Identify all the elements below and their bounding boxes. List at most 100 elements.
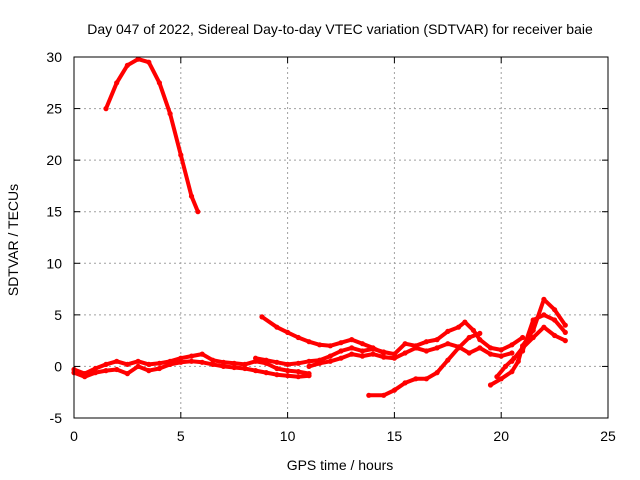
data-point xyxy=(306,358,312,364)
data-point xyxy=(541,312,547,318)
x-tick-label: 15 xyxy=(387,428,403,444)
data-point xyxy=(156,365,162,372)
data-point xyxy=(135,358,141,364)
data-point xyxy=(487,351,494,357)
x-tick-label: 0 xyxy=(70,428,78,444)
data-point xyxy=(103,368,109,374)
data-point xyxy=(210,361,216,367)
data-point xyxy=(306,373,312,379)
data-point xyxy=(391,387,397,393)
data-point xyxy=(124,361,130,367)
data-point xyxy=(263,370,269,376)
data-point xyxy=(423,339,429,345)
data-point xyxy=(285,361,291,367)
y-tick-label: -5 xyxy=(50,410,63,426)
data-point xyxy=(242,361,248,367)
data-point xyxy=(434,345,440,351)
data-point xyxy=(349,345,355,351)
data-point xyxy=(274,365,280,372)
data-point xyxy=(562,329,568,335)
data-point xyxy=(103,106,109,112)
x-tick-label: 5 xyxy=(177,428,185,444)
data-point xyxy=(306,363,312,369)
data-point xyxy=(274,372,280,378)
data-point xyxy=(498,347,504,353)
data-point xyxy=(552,332,558,339)
data-point xyxy=(220,359,227,365)
data-point xyxy=(562,338,568,344)
data-point xyxy=(455,345,462,351)
data-point xyxy=(477,330,483,336)
data-point xyxy=(359,348,365,354)
grid xyxy=(74,57,608,418)
x-tick-label: 10 xyxy=(280,428,296,444)
data-point xyxy=(220,363,227,369)
data-point xyxy=(295,374,301,380)
data-point xyxy=(509,350,515,356)
data-point xyxy=(263,357,269,363)
y-axis-label: SDTVAR / TECUs xyxy=(5,184,21,296)
data-point xyxy=(498,376,504,382)
data-point xyxy=(338,340,344,346)
data-point xyxy=(135,363,141,369)
data-point xyxy=(338,348,344,354)
data-point xyxy=(195,209,201,215)
data-point xyxy=(509,342,515,348)
data-point xyxy=(231,360,237,366)
data-point xyxy=(114,366,120,373)
data-point xyxy=(462,319,468,325)
data-point xyxy=(285,368,291,374)
data-point xyxy=(327,353,333,359)
data-point xyxy=(188,193,195,199)
plot-border xyxy=(73,56,609,419)
y-tick-label: 25 xyxy=(46,101,62,117)
data-point xyxy=(167,111,173,117)
y-tick-label: 10 xyxy=(46,255,62,271)
data-point xyxy=(317,360,323,366)
data-point xyxy=(494,374,500,380)
data-point xyxy=(381,354,387,360)
data-point xyxy=(530,317,536,323)
data-point xyxy=(338,355,344,361)
data-point xyxy=(541,296,547,302)
data-point xyxy=(259,314,265,320)
data-point xyxy=(402,380,408,386)
data-point xyxy=(520,345,526,351)
y-tick-label: 20 xyxy=(46,152,62,168)
data-point xyxy=(178,359,184,365)
data-point xyxy=(178,355,184,361)
data-point xyxy=(178,152,184,158)
data-point xyxy=(381,392,387,398)
data-point xyxy=(520,334,526,341)
data-point xyxy=(515,358,521,364)
data-point xyxy=(156,80,162,86)
data-point xyxy=(445,357,451,363)
data-point xyxy=(434,337,440,343)
data-point xyxy=(285,373,291,379)
data-point xyxy=(445,341,451,347)
data-point xyxy=(402,350,408,356)
data-point xyxy=(124,371,130,377)
data-point xyxy=(274,324,280,330)
chart-title: Day 047 of 2022, Sidereal Day-to-day VTE… xyxy=(87,21,593,37)
data-point xyxy=(366,392,372,398)
data-point xyxy=(470,327,476,333)
y-tick-label: 0 xyxy=(54,358,62,374)
x-axis-label: GPS time / hours xyxy=(287,457,394,473)
data-point xyxy=(552,307,558,313)
data-point xyxy=(487,345,494,351)
data-point xyxy=(146,368,152,374)
series-arc-descend xyxy=(260,314,386,355)
data-point xyxy=(156,360,162,366)
data-point xyxy=(381,349,387,355)
series-arc-high xyxy=(104,57,200,214)
x-tick-label: 20 xyxy=(493,428,509,444)
data-point xyxy=(103,361,109,367)
data-point xyxy=(274,359,280,365)
data-point xyxy=(509,369,515,375)
data-point xyxy=(445,328,451,334)
axis-ticks: 0 5 10 15 20 25 -5 0 5 10 15 20 25 30 xyxy=(46,49,616,444)
data-point xyxy=(188,353,195,359)
data-point xyxy=(114,80,120,86)
